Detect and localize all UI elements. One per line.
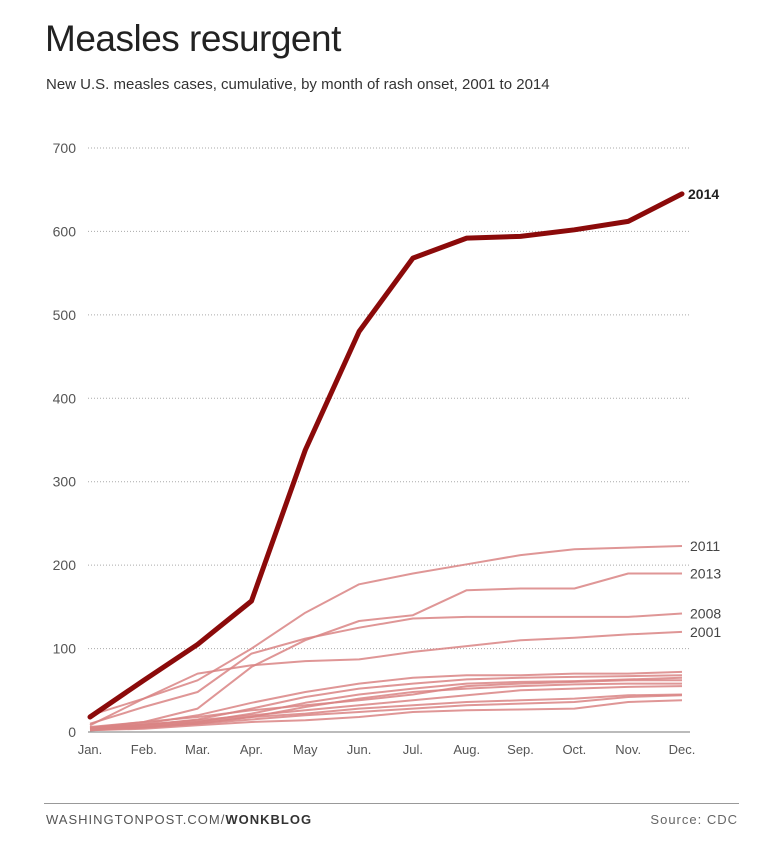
x-tick-label: Jan. <box>78 742 103 757</box>
series-line <box>89 670 683 729</box>
grid-lines <box>88 147 690 733</box>
x-tick-label: Nov. <box>615 742 641 757</box>
y-tick-label: 400 <box>53 390 77 406</box>
highlight-series <box>87 191 685 720</box>
series-label-2014: 2014 <box>688 186 719 202</box>
x-tick-label: May <box>293 742 318 757</box>
chart-title: Measles resurgent <box>45 18 341 59</box>
y-tick-label: 600 <box>53 223 77 239</box>
series-line <box>89 679 682 728</box>
series-label-2008: 2008 <box>690 606 721 622</box>
footer-credit: Source: CDC <box>650 812 738 827</box>
x-tick-label: Mar. <box>185 742 210 757</box>
x-axis: Jan. Feb. Mar. Apr. May Jun. Jul. Aug. Sep. Oct. N… <box>78 742 696 757</box>
series-line <box>89 699 683 732</box>
y-tick-label: 700 <box>53 140 77 156</box>
y-tick-label: 300 <box>53 474 77 490</box>
y-axis: 0 100 200 300 400 500 600 700 <box>53 140 77 740</box>
y-tick-label: 200 <box>53 557 77 573</box>
x-tick-label: Apr. <box>240 742 263 757</box>
series-line-2001 <box>89 630 683 727</box>
line-chart: 0 100 200 300 400 500 600 700 Jan. Feb. Mar. Apr. M… <box>53 140 722 757</box>
series-line <box>89 693 683 729</box>
series-line-2013 <box>89 572 682 729</box>
footer-brand: WONKBLOG <box>225 812 313 827</box>
footer-divider <box>44 803 739 804</box>
series-line-2014 <box>87 191 685 720</box>
chart-subtitle: New U.S. measles cases, cumulative, by m… <box>46 76 550 93</box>
y-tick-label: 100 <box>53 641 77 657</box>
x-tick-label: Dec. <box>669 742 696 757</box>
series-line-2008 <box>89 612 683 725</box>
series-line-2011 <box>89 545 683 717</box>
series-line <box>89 694 683 731</box>
series-label-2011: 2011 <box>690 538 720 554</box>
series-label-2013: 2013 <box>690 565 721 581</box>
series-line <box>89 685 683 730</box>
x-tick-label: Jul. <box>403 742 423 757</box>
x-tick-label: Feb. <box>131 742 157 757</box>
y-tick-label: 500 <box>53 307 77 323</box>
series-label-2001: 2001 <box>690 624 721 640</box>
x-tick-label: Oct. <box>562 742 586 757</box>
series-labels: 2014 2011 2013 2008 2001 <box>688 186 721 640</box>
x-tick-label: Sep. <box>507 742 534 757</box>
footer-domain: WASHINGTONPOST.COM/ <box>46 812 226 827</box>
y-tick-label: 0 <box>68 724 76 740</box>
x-tick-label: Aug. <box>453 742 480 757</box>
series-lines <box>89 545 683 732</box>
x-tick-label: Jun. <box>347 742 372 757</box>
footer-source: WASHINGTONPOST.COM/WONKBLOG <box>46 812 312 827</box>
